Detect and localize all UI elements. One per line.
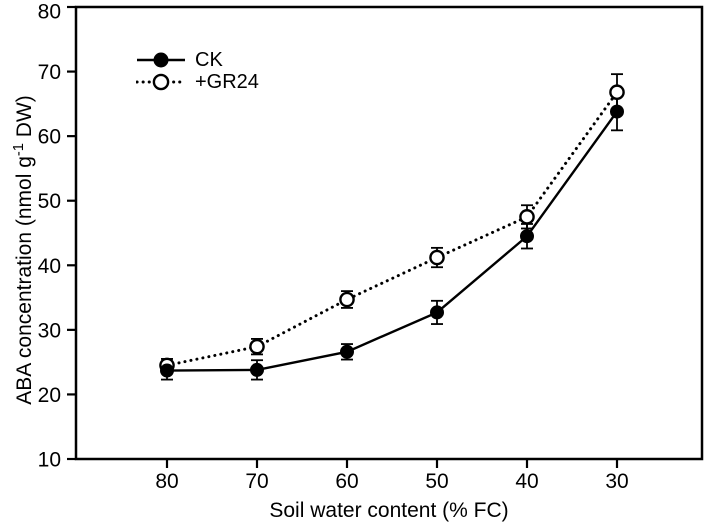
markers-ck <box>160 104 624 378</box>
svg-text:40: 40 <box>38 255 61 278</box>
legend-item-ck: CK <box>136 49 259 71</box>
y-axis-title-superscript: -1 <box>11 143 27 157</box>
svg-text:30: 30 <box>38 319 61 342</box>
y-axis-title-rest: DW) <box>13 95 36 144</box>
svg-text:50: 50 <box>425 470 448 493</box>
y-axis-title: ABA concentration (nmol g-1 DW) <box>11 95 37 405</box>
svg-text:80: 80 <box>38 1 61 24</box>
error-bars-gr24 <box>161 73 623 373</box>
svg-text:20: 20 <box>38 384 61 407</box>
svg-text:40: 40 <box>515 470 538 493</box>
legend-label-gr24: +GR24 <box>195 71 259 93</box>
svg-text:50: 50 <box>38 190 61 213</box>
series-line-ck <box>166 110 618 372</box>
plot-border <box>74 5 704 461</box>
svg-text:70: 70 <box>245 470 268 493</box>
svg-text:80: 80 <box>155 470 178 493</box>
svg-text:70: 70 <box>38 61 61 84</box>
legend-item-gr24: +GR24 <box>136 71 259 93</box>
x-axis-ticks: 80 70 60 50 40 30 <box>155 459 629 493</box>
error-bars-ck <box>161 91 623 381</box>
chart-legend: CK +GR24 <box>136 49 259 93</box>
svg-text:60: 60 <box>335 470 358 493</box>
gr24-series-sample-icon <box>136 73 186 91</box>
svg-text:10: 10 <box>38 449 61 472</box>
markers-gr24 <box>159 84 625 374</box>
x-axis-title: Soil water content (% FC) <box>269 499 509 522</box>
ck-series-sample-icon <box>137 52 185 68</box>
svg-text:60: 60 <box>38 126 61 149</box>
legend-label-ck: CK <box>195 49 223 71</box>
y-axis-title-main: ABA concentration (nmol g <box>13 156 36 405</box>
y-axis-ticks: 10 20 30 40 50 60 70 80 <box>38 1 76 472</box>
svg-text:30: 30 <box>605 470 628 493</box>
series-line-gr24 <box>165 90 619 367</box>
